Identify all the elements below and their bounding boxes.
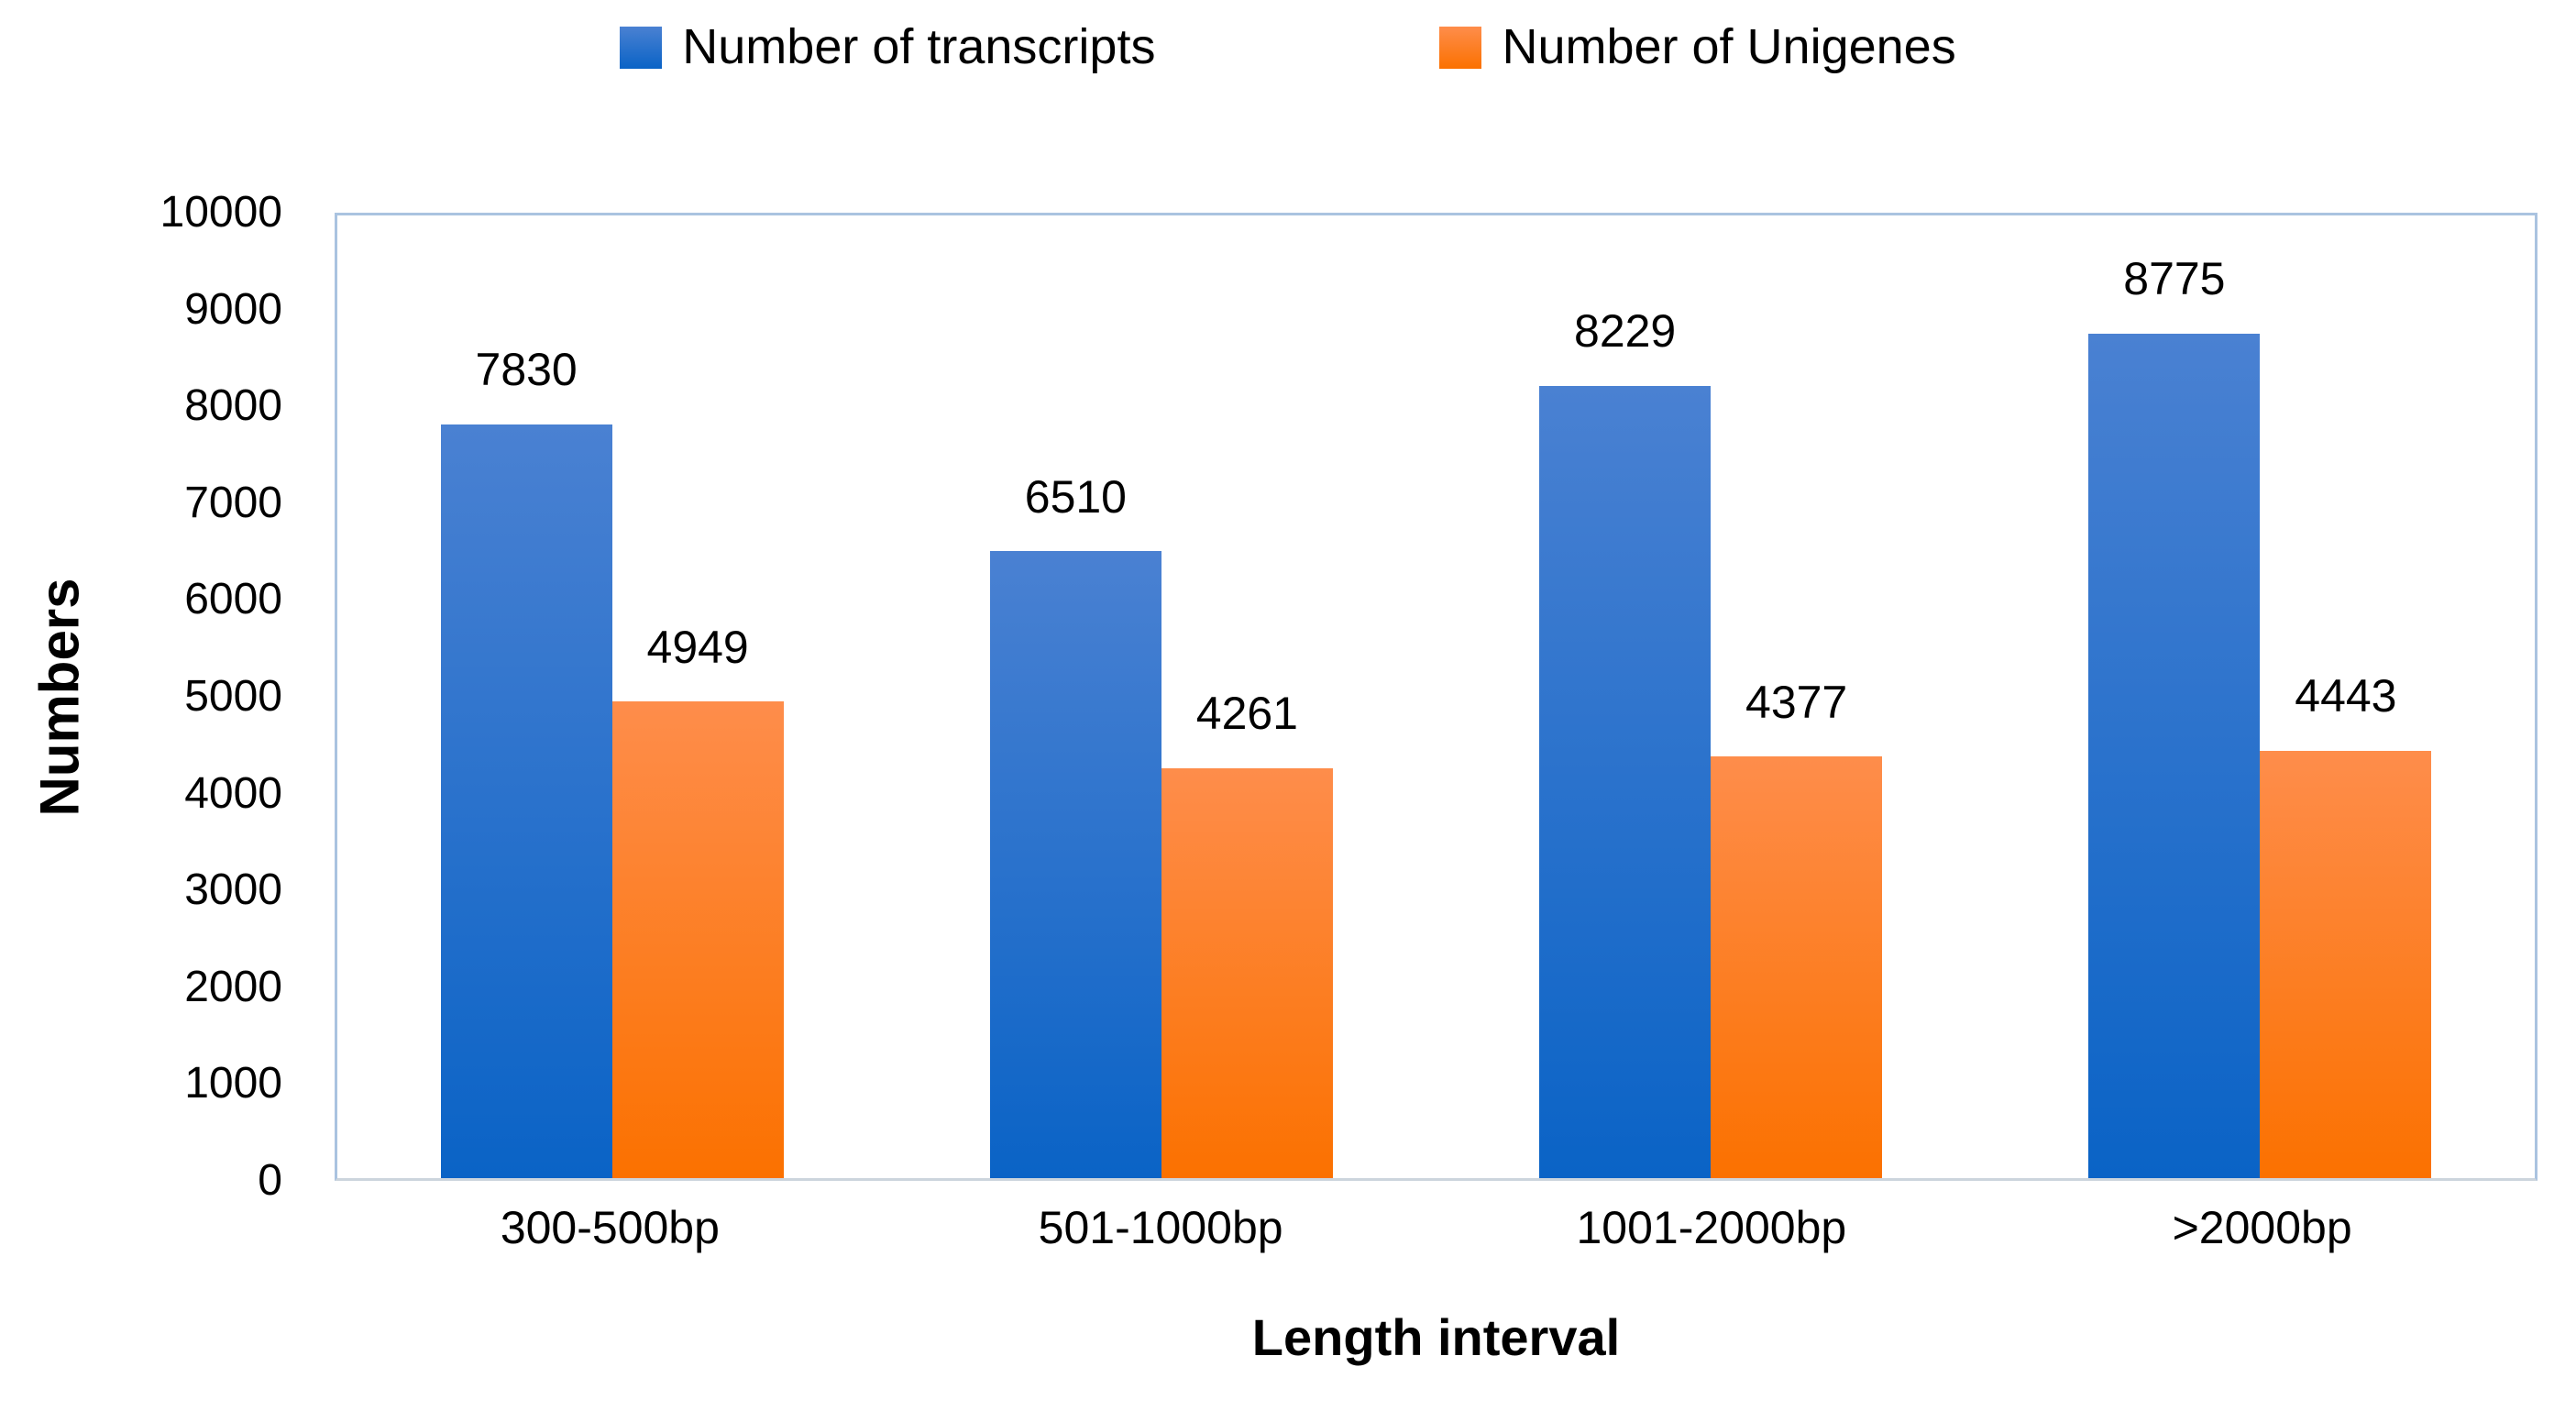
bar: 4443 [2260,670,2432,1178]
legend-swatch-icon [1439,26,1482,69]
x-tick-label: 1001-2000bp [1576,1202,1847,1253]
y-tick-label: 10000 [160,188,282,237]
bar-value-label: 4261 [1195,688,1298,740]
bar-group: 8229 4377 [1437,215,1986,1178]
x-tick-label: >2000bp [2172,1202,2352,1253]
legend-swatch-icon [620,26,663,69]
y-tick-label: 2000 [184,962,282,1011]
bar-value-label: 6510 [1024,470,1127,523]
y-tick-label: 9000 [184,284,282,334]
bar-value-label: 4377 [1745,676,1848,728]
x-tick-label: 501-1000bp [1038,1202,1283,1253]
y-tick-label: 5000 [184,672,282,721]
legend: Number of transcripts Number of Unigenes [0,19,2576,74]
bar-value-label: 4949 [646,621,749,673]
bar: 8775 [2088,253,2261,1178]
x-axis-ticks: 300-500bp 501-1000bp 1001-2000bp >2000bp [335,1203,2537,1253]
bar-value-label: 7830 [475,344,578,396]
y-tick-label: 6000 [184,575,282,624]
legend-label: Number of transcripts [682,19,1156,74]
bar: 7830 [440,344,612,1178]
bar-group: 8775 4443 [1986,215,2535,1178]
bar: 4261 [1161,688,1333,1178]
bar: 6510 [989,471,1161,1178]
bar-group: 7830 4949 [337,215,886,1178]
bar: 4949 [611,622,784,1178]
y-tick-label: 7000 [184,478,282,527]
y-tick-label: 0 [258,1156,282,1205]
bar: 8229 [1539,305,1712,1178]
y-tick-label: 4000 [184,768,282,818]
legend-item: Number of transcripts [620,19,1156,74]
bar: 4377 [1711,677,1883,1178]
bar-value-label: 4443 [2295,670,2397,722]
bar-groups: 7830 4949 6510 4261 8229 4377 8775 4443 [337,215,2535,1178]
x-tick-label: 300-500bp [500,1202,720,1253]
legend-label: Number of Unigenes [1502,19,1956,74]
bar-group: 6510 4261 [886,215,1436,1178]
y-axis-ticks: 0 1000 2000 3000 4000 5000 6000 7000 8000 9000 100… [0,191,282,1203]
y-tick-label: 3000 [184,865,282,915]
y-tick-label: 1000 [184,1059,282,1108]
bar-value-label: 8229 [1574,305,1677,358]
plot-area: 7830 4949 6510 4261 8229 4377 8775 4443 [335,213,2537,1181]
legend-item: Number of Unigenes [1439,19,1956,74]
bar-value-label: 8775 [2123,253,2226,305]
x-axis-title: Length interval [1251,1308,1621,1366]
y-tick-label: 8000 [184,381,282,431]
